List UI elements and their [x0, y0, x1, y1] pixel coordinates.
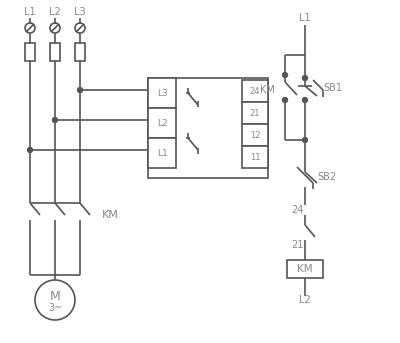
- Text: L2: L2: [299, 295, 311, 305]
- Bar: [242, 80, 268, 102]
- Text: M: M: [50, 289, 60, 303]
- Bar: [25, 43, 35, 61]
- Text: KM: KM: [260, 85, 274, 95]
- Text: 12: 12: [250, 130, 260, 140]
- Text: L1: L1: [157, 149, 167, 157]
- Text: 11: 11: [250, 153, 260, 162]
- Bar: [242, 124, 268, 146]
- Text: 24: 24: [291, 205, 303, 215]
- Bar: [50, 43, 60, 61]
- Text: L3: L3: [157, 88, 167, 97]
- Circle shape: [282, 72, 288, 78]
- Circle shape: [78, 87, 82, 93]
- Text: L3: L3: [74, 7, 86, 17]
- Text: KM: KM: [102, 210, 118, 220]
- Text: L1: L1: [24, 7, 36, 17]
- Bar: [75, 43, 85, 61]
- Text: KM: KM: [297, 264, 313, 274]
- Circle shape: [282, 97, 288, 103]
- Text: 3~: 3~: [48, 303, 62, 313]
- Text: SB1: SB1: [324, 83, 342, 93]
- Bar: [148, 138, 176, 168]
- Text: SB2: SB2: [318, 172, 336, 182]
- Text: L2: L2: [49, 7, 61, 17]
- Circle shape: [302, 138, 308, 142]
- Text: 21: 21: [250, 108, 260, 118]
- Bar: [242, 102, 268, 124]
- Bar: [287, 260, 323, 278]
- Circle shape: [52, 118, 58, 122]
- Circle shape: [302, 97, 308, 103]
- Circle shape: [302, 75, 308, 81]
- Text: L1: L1: [299, 13, 311, 23]
- Bar: [148, 78, 268, 178]
- Bar: [148, 108, 176, 138]
- Text: 21: 21: [291, 240, 303, 250]
- Text: L2: L2: [157, 118, 167, 128]
- Bar: [242, 146, 268, 168]
- Circle shape: [28, 147, 32, 153]
- Bar: [148, 78, 176, 108]
- Text: 24: 24: [250, 86, 260, 95]
